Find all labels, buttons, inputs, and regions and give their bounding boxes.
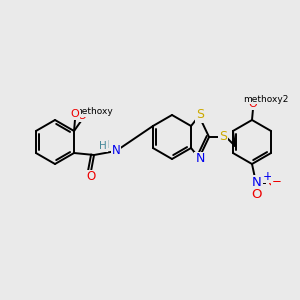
Text: +: + xyxy=(263,169,273,182)
Text: methoxy2: methoxy2 xyxy=(243,94,289,103)
Text: H: H xyxy=(99,141,107,151)
Text: O: O xyxy=(78,111,86,121)
Text: H: H xyxy=(101,140,109,150)
Text: O: O xyxy=(267,176,277,190)
Text: O: O xyxy=(249,99,257,109)
Text: methoxy: methoxy xyxy=(73,107,113,116)
Text: N: N xyxy=(195,152,205,166)
Text: −: − xyxy=(272,175,282,188)
Text: S: S xyxy=(196,109,204,122)
Text: N: N xyxy=(252,176,262,190)
Text: O: O xyxy=(252,188,262,200)
Text: S: S xyxy=(219,130,227,143)
Text: O: O xyxy=(86,170,96,184)
Text: O: O xyxy=(71,109,80,119)
Text: N: N xyxy=(112,143,120,157)
